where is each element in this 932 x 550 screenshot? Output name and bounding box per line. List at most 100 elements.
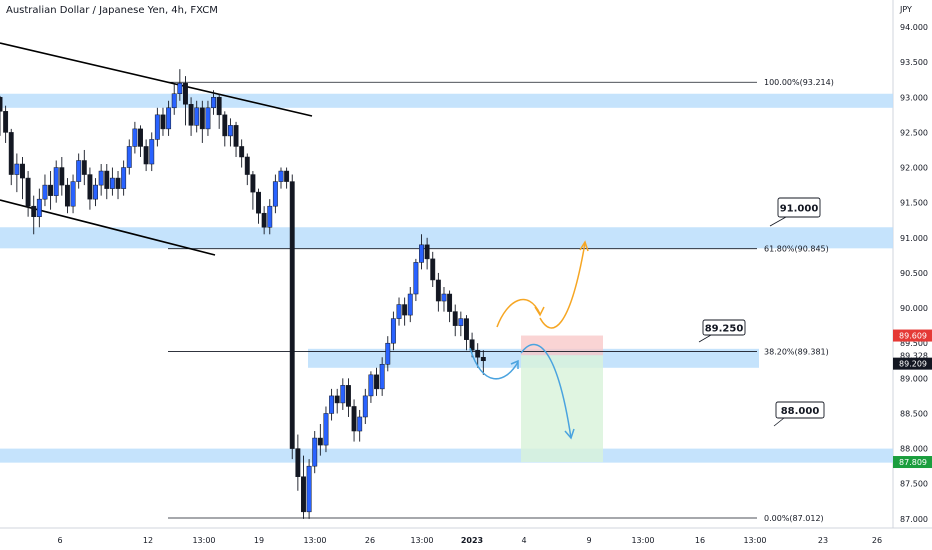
candle-body [81,160,87,175]
candle-body [480,357,486,362]
candle-body [379,364,385,390]
candle-body [284,170,290,182]
candle-body [329,395,335,414]
y-tick-label: 87.500 [900,480,928,489]
candle-body [53,167,59,196]
candle-body [239,146,245,158]
candle-body [183,82,188,105]
candle-body [256,191,261,214]
stop-loss-area [521,335,603,356]
candle-body [357,416,363,432]
callout-label: 89.250 [705,324,744,335]
callout-pointer [698,334,712,343]
projection-up-2-head [579,240,589,252]
projection-up-1 [496,298,541,328]
price-tag [893,456,932,469]
candle-body [362,395,368,418]
candle-body [267,205,273,228]
candle-body [272,181,278,207]
y-tick-label: 91.000 [900,234,928,243]
x-tick-label: 19 [254,536,264,545]
x-tick-label: 12 [143,536,153,545]
candle-body [171,93,177,109]
candle-body [419,244,424,263]
candle-body [42,184,48,200]
candle-body [334,395,340,404]
candle-body [166,107,172,130]
candle-body [447,293,453,312]
callout-label: 91.000 [780,204,819,215]
projection-up-1-head [534,306,545,317]
y-tick-label: 89.500 [900,339,928,348]
fib-level-label: 38.20%(89.381) [764,348,829,357]
candle-body [435,279,441,302]
candle-body [402,304,408,316]
callout-box [702,319,746,336]
candle-body [177,82,183,95]
x-tick-label: 26 [872,536,882,545]
fib-level-label: 0.00%(87.012) [764,514,824,523]
candle-body [143,146,149,165]
candle-body [390,318,396,344]
candle-body [351,406,357,432]
callout-pointer [773,417,785,427]
currency-label: JPY [899,5,912,14]
candle-body [149,139,155,165]
price-tag [893,329,932,342]
candle-body [93,184,98,200]
candle-body [20,163,25,179]
candle-body [469,339,475,351]
y-tick-label: 90.000 [900,304,928,313]
candle-body [458,318,464,326]
candle-body [199,107,205,130]
x-tick-label: 6 [57,536,62,545]
candle-body [160,114,166,130]
candle-body [385,342,391,365]
candle-body [452,311,458,326]
candle-body [317,437,323,446]
callout-box [775,401,825,419]
candle-body [194,107,200,126]
candle-body [261,212,267,228]
y-tick-label: 93.000 [900,93,928,102]
candle-body [301,476,306,513]
candle-body [48,184,54,196]
candle-body [295,448,301,477]
candle-body [374,374,379,390]
fib-level-label: 61.80%(90.845) [764,245,829,254]
fib-level-label: 100.00%(93.214) [764,78,834,87]
candle-body [475,349,481,358]
x-tick-label: 13:00 [743,536,766,545]
projection-up-2 [539,242,586,329]
candle-body [132,128,138,147]
x-tick-label: 4 [521,536,526,545]
price-tag-label: 87.809 [899,458,927,467]
price-tag-label: 89.609 [899,332,927,341]
projection-down-1 [469,347,519,380]
take-profit-area [521,355,603,463]
candle-body [109,177,115,189]
x-tick-label: 13:00 [192,536,215,545]
y-tick-label: 88.500 [900,409,928,418]
candle-body [312,437,318,467]
candle-body [31,205,37,217]
y-tick-label: 92.000 [900,164,928,173]
candle-body [8,132,14,175]
x-tick-label: 23 [818,536,828,545]
candle-body [98,170,104,186]
candle-body [138,128,143,147]
candle-body [70,181,76,207]
candle-body [216,97,222,116]
candle-body [154,114,160,140]
y-tick-label: 88.000 [900,445,928,454]
trend-line-upper [0,42,313,117]
callout-box [777,197,821,218]
candle-body [289,181,295,449]
y-tick-label: 92.500 [900,128,928,137]
zone-band [0,93,893,108]
candle-body [205,107,211,130]
candle-body [413,262,419,295]
candle-body [25,177,31,207]
